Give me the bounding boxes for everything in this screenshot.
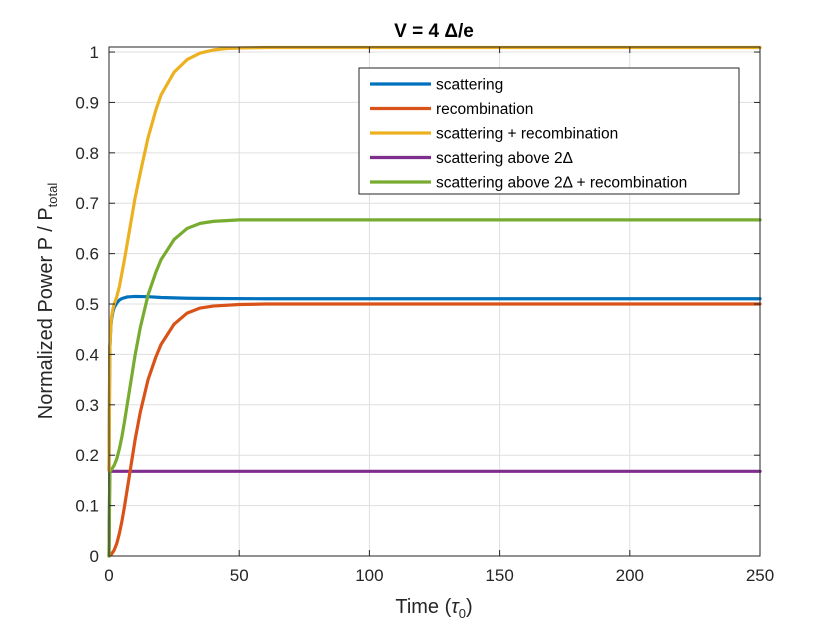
x-axis-label-main: Time ( bbox=[395, 596, 451, 618]
ticks: 0 50 100 150 200 250 0 0.1 0.2 0.3 0.4 0.5 0.6 0.7 0.8… bbox=[75, 43, 774, 585]
y-tick-label: 1 bbox=[90, 43, 99, 62]
axes-box bbox=[108, 46, 761, 557]
y-axis-label-main: Normalized Power P / P bbox=[35, 207, 57, 419]
x-axis-label-symbol: τ bbox=[451, 596, 460, 618]
legend-entry: scattering bbox=[436, 77, 503, 94]
x-axis-label-close: ) bbox=[466, 596, 473, 618]
x-axis-label-sub: 0 bbox=[459, 606, 466, 621]
x-tick-label: 200 bbox=[616, 566, 644, 585]
legend-entry: scattering above 2Δ + recombination bbox=[436, 175, 687, 192]
legend: scattering recombination scattering + reco… bbox=[358, 67, 740, 195]
x-tick-label: 100 bbox=[355, 566, 383, 585]
chart-title: V = 4 Δ/e bbox=[394, 21, 474, 42]
legend-box bbox=[358, 67, 740, 195]
x-tick-label: 50 bbox=[230, 566, 249, 585]
y-tick-label: 0.5 bbox=[75, 295, 99, 314]
y-tick-label: 0.8 bbox=[75, 144, 99, 163]
series-line-4 bbox=[107, 218, 762, 558]
y-tick-label: 0.7 bbox=[75, 194, 99, 213]
legend-entry: recombination bbox=[436, 101, 533, 118]
x-tick-label: 150 bbox=[485, 566, 513, 585]
y-tick-label: 0.4 bbox=[75, 345, 99, 364]
x-axis-label: Time (τ0) bbox=[395, 596, 472, 621]
series-lines bbox=[107, 45, 762, 558]
y-tick-label: 0.2 bbox=[75, 446, 99, 465]
legend-entry: scattering above 2Δ bbox=[436, 150, 573, 167]
series-line-1 bbox=[107, 302, 762, 558]
y-tick-label: 0.3 bbox=[75, 396, 99, 415]
y-tick-label: 0 bbox=[90, 547, 99, 566]
y-tick-label: 0.1 bbox=[75, 497, 99, 516]
y-axis-label: Normalized Power P / Ptotal bbox=[35, 183, 60, 420]
y-axis-label-sub: total bbox=[45, 183, 60, 208]
x-tick-label: 0 bbox=[104, 566, 113, 585]
x-tick-label: 250 bbox=[746, 566, 774, 585]
legend-entry: scattering + recombination bbox=[436, 126, 618, 143]
y-tick-label: 0.9 bbox=[75, 93, 99, 112]
y-tick-label: 0.6 bbox=[75, 245, 99, 264]
